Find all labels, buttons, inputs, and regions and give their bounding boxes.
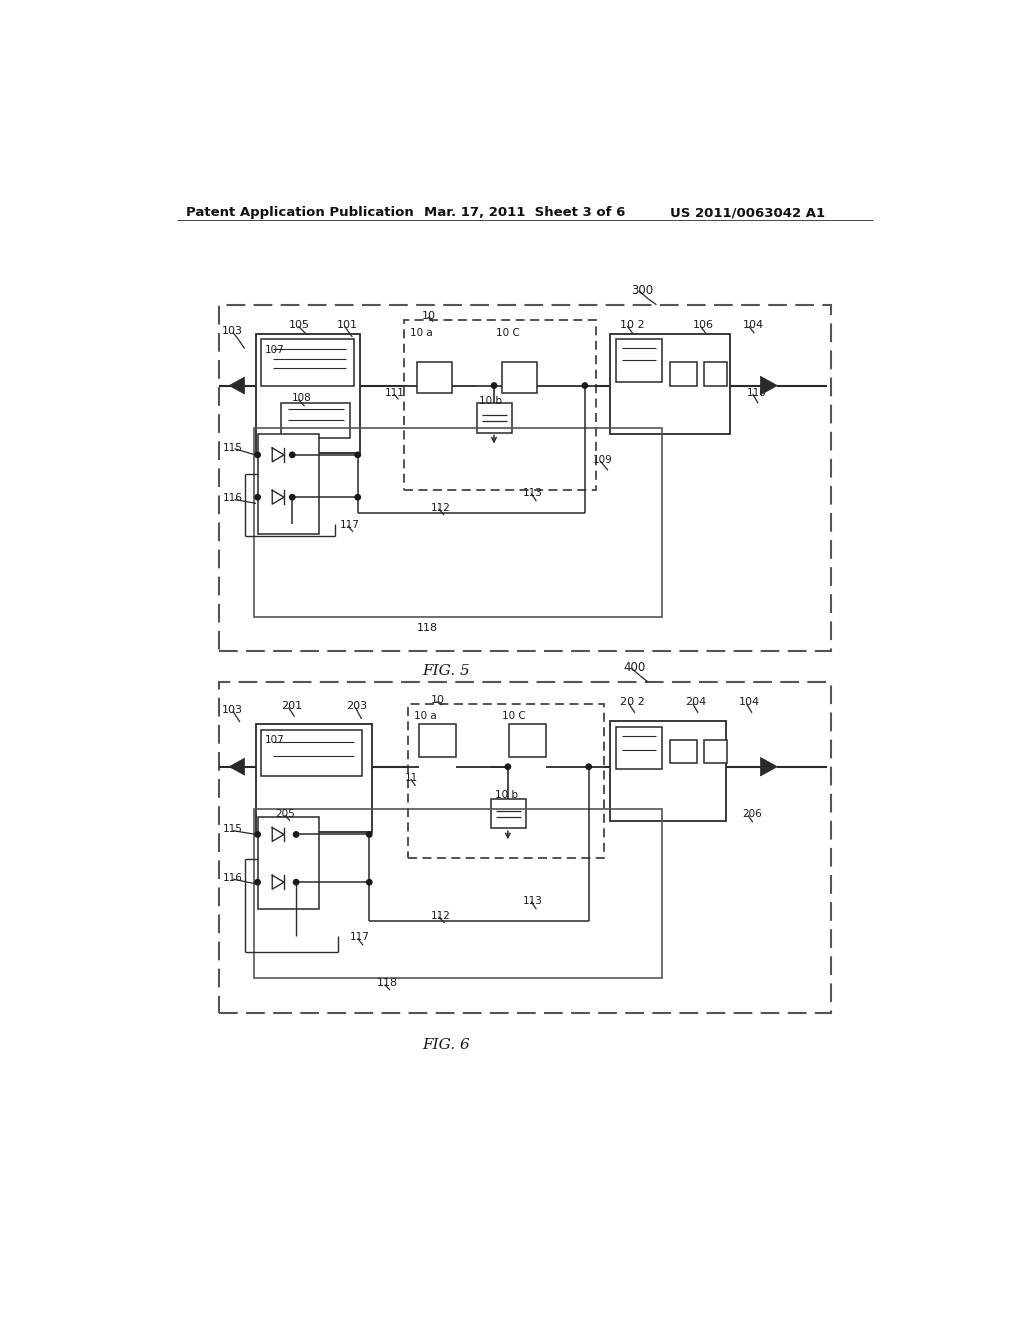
Bar [610,334,730,434]
Bar [705,739,727,763]
Text: 104: 104 [742,321,764,330]
Bar [615,726,662,770]
Text: 300: 300 [631,284,653,297]
Text: 10: 10 [422,312,435,321]
Circle shape [294,832,299,837]
Text: 201: 201 [281,701,302,711]
Text: 116: 116 [223,873,243,883]
Bar [615,339,662,381]
Text: 104: 104 [739,697,760,708]
Text: 103: 103 [221,705,243,715]
Bar [256,334,360,453]
Text: Mar. 17, 2011  Sheet 3 of 6: Mar. 17, 2011 Sheet 3 of 6 [424,206,626,219]
Text: 400: 400 [624,661,645,675]
Circle shape [367,832,372,837]
Text: 116: 116 [223,494,243,503]
Text: FIG. 5: FIG. 5 [422,664,470,678]
Circle shape [367,879,372,884]
Text: 107: 107 [265,345,285,355]
Text: 115: 115 [223,444,243,453]
Bar [258,434,319,535]
Text: 204: 204 [685,697,707,708]
Text: 105: 105 [289,321,309,330]
Bar [417,363,452,393]
Polygon shape [761,758,777,776]
Bar [610,721,726,821]
Bar [219,682,831,1014]
Circle shape [492,383,497,388]
Bar [261,730,361,776]
Text: 106: 106 [692,321,714,330]
Text: 112: 112 [431,503,451,512]
Bar [256,725,372,832]
Text: 108: 108 [292,393,312,403]
Text: 10 a: 10 a [414,711,436,721]
Text: 112: 112 [431,911,451,921]
Bar [408,704,604,858]
Circle shape [583,383,588,388]
Text: 10 C: 10 C [497,327,520,338]
Text: 110: 110 [746,388,766,397]
Text: 10 2: 10 2 [620,321,644,330]
Bar [419,725,457,756]
Bar [254,428,662,616]
Text: US 2011/0063042 A1: US 2011/0063042 A1 [670,206,824,219]
Circle shape [290,453,295,458]
Bar [670,363,696,385]
Circle shape [355,453,360,458]
Text: 118: 118 [417,623,437,632]
Bar [477,404,512,433]
Text: Patent Application Publication: Patent Application Publication [186,206,414,219]
Bar [219,305,831,651]
Text: 113: 113 [523,488,543,498]
Bar [705,363,727,385]
Circle shape [255,832,260,837]
Circle shape [505,764,511,770]
Bar [261,339,354,385]
Bar [503,363,538,393]
Text: 10 a: 10 a [410,327,433,338]
Polygon shape [229,758,245,775]
Bar [254,809,662,978]
Text: 11: 11 [404,774,418,783]
Circle shape [290,495,295,500]
Bar [509,725,547,756]
Circle shape [586,764,592,770]
Circle shape [255,453,260,458]
Circle shape [355,495,360,500]
Bar [403,321,596,490]
Circle shape [255,879,260,884]
Text: 206: 206 [742,809,763,818]
Bar [258,817,319,909]
Text: 109: 109 [593,455,612,465]
Text: FIG. 6: FIG. 6 [422,1038,470,1052]
Text: 107: 107 [265,735,285,744]
Polygon shape [229,378,245,395]
Text: 118: 118 [377,978,398,989]
Circle shape [294,879,299,884]
Text: 10 b: 10 b [495,789,518,800]
Text: 10 b: 10 b [479,396,503,405]
Bar [670,739,696,763]
Text: 115: 115 [223,825,243,834]
Polygon shape [761,376,777,395]
Text: 205: 205 [275,809,295,818]
Text: 10 C: 10 C [502,711,525,721]
Text: 117: 117 [340,520,359,531]
Text: 117: 117 [350,932,370,942]
Text: 10: 10 [431,696,444,705]
Text: 101: 101 [337,321,358,330]
Text: 113: 113 [523,896,543,906]
Circle shape [255,495,260,500]
Text: 111: 111 [385,388,404,397]
Text: 203: 203 [346,701,368,711]
Bar [281,404,350,438]
Bar [490,799,525,829]
Text: 20 2: 20 2 [620,697,644,708]
Text: 103: 103 [221,326,243,337]
